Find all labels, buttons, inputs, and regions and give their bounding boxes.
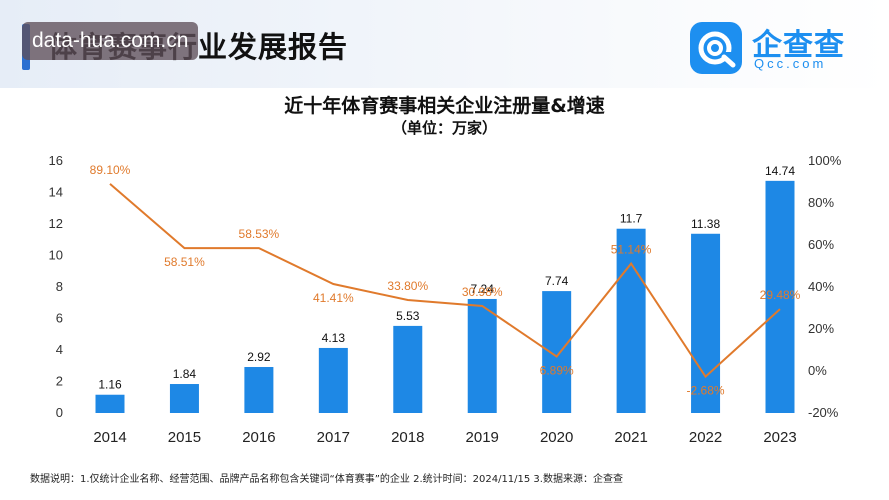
y-left-tick-label: 16	[49, 153, 63, 168]
bar	[542, 291, 572, 413]
bar-value-label: 14.74	[765, 164, 795, 178]
x-tick-label: 2014	[93, 429, 126, 446]
x-tick-label: 2016	[242, 429, 275, 446]
y-left-tick-label: 0	[56, 405, 63, 420]
x-tick-label: 2019	[466, 429, 499, 446]
bar	[691, 233, 721, 413]
bar	[318, 347, 348, 413]
bar	[95, 394, 125, 413]
bar-value-label: 11.7	[620, 212, 643, 226]
y-left-tick-label: 14	[49, 185, 63, 200]
y-left-tick-label: 4	[56, 342, 63, 357]
growth-rate-label: 6.89%	[540, 364, 574, 378]
growth-rate-label: 51.14%	[611, 243, 652, 257]
y-left-tick-label: 10	[49, 248, 63, 263]
y-right-tick-label: 80%	[808, 195, 834, 210]
y-right-tick-label: 40%	[808, 279, 834, 294]
growth-rate-label: 41.41%	[313, 291, 354, 305]
logo-name: 企查查	[752, 28, 845, 63]
bar-value-label: 1.16	[98, 378, 122, 392]
logo-sub: Qcc.com	[754, 56, 827, 71]
bar-value-label: 7.24	[471, 282, 495, 296]
x-tick-label: 2023	[763, 429, 796, 446]
bar-value-label: 7.74	[545, 274, 569, 288]
y-right-tick-label: -20%	[808, 405, 839, 420]
chart-subtitle: （单位：万家）	[391, 119, 497, 137]
y-right-tick-label: 20%	[808, 321, 834, 336]
y-left-tick-label: 8	[56, 279, 63, 294]
watermark: data-hua.com.cn	[22, 22, 199, 60]
growth-rate-label: 29.48%	[760, 288, 801, 302]
growth-rate-label: 89.10%	[90, 163, 131, 177]
x-tick-label: 2018	[391, 429, 424, 446]
bar	[467, 298, 497, 413]
chart-title: 近十年体育赛事相关企业注册量&增速	[284, 95, 605, 117]
y-right-tick-label: 100%	[808, 153, 842, 168]
bar-value-label: 4.13	[322, 331, 346, 345]
bar	[169, 384, 199, 413]
y-right-tick-label: 60%	[808, 237, 834, 252]
y-left-tick-label: 6	[56, 311, 63, 326]
bar	[616, 228, 646, 413]
bar-value-label: 1.84	[173, 367, 197, 381]
qcc-logo: 企查查 Qcc.com	[690, 22, 860, 74]
y-left-tick-label: 2	[56, 374, 63, 389]
qcc-logo-icon	[690, 22, 742, 74]
bar	[765, 180, 795, 413]
growth-rate-label: 33.80%	[387, 279, 428, 293]
x-tick-label: 2015	[168, 429, 201, 446]
bar	[393, 325, 423, 413]
bar-value-label: 11.38	[691, 217, 720, 231]
growth-rate-line	[109, 183, 781, 379]
bar	[244, 367, 274, 413]
bar-value-label: 2.92	[247, 350, 271, 364]
footnote: 数据说明：1.仅统计企业名称、经营范围、品牌产品名称包含关键词“体育赛事”的企业…	[30, 474, 623, 485]
x-tick-label: 2021	[614, 429, 647, 446]
growth-rate-label: -2.68%	[687, 384, 725, 398]
x-tick-label: 2017	[317, 429, 350, 446]
x-tick-label: 2020	[540, 429, 573, 446]
growth-rate-label: 58.51%	[164, 255, 205, 269]
x-tick-label: 2022	[689, 429, 722, 446]
growth-rate-label: 58.53%	[239, 227, 280, 241]
bar-value-label: 5.53	[396, 309, 420, 323]
growth-rate-label: 30.98%	[462, 285, 503, 299]
y-left-tick-label: 12	[49, 216, 63, 231]
y-right-tick-label: 0%	[808, 363, 827, 378]
